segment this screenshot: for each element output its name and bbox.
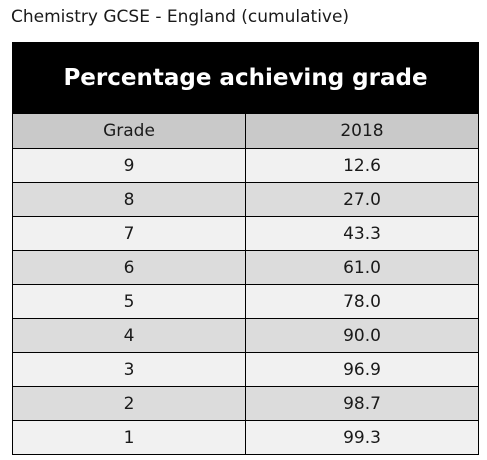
percentage-cell: 43.3	[245, 216, 479, 251]
grade-cell: 8	[12, 182, 246, 217]
grade-cell: 9	[12, 148, 246, 183]
grade-cell: 4	[12, 318, 246, 353]
table-row: 9 12.6	[12, 148, 479, 183]
column-header-grade: Grade	[12, 113, 246, 149]
percentage-cell: 61.0	[245, 250, 479, 285]
table-title: Percentage achieving grade	[12, 42, 479, 114]
table-banner-row: Percentage achieving grade	[12, 42, 479, 114]
grade-cell: 5	[12, 284, 246, 319]
table-row: 1 99.3	[12, 420, 479, 455]
column-header-row: Grade 2018	[12, 113, 479, 149]
table-row: 7 43.3	[12, 216, 479, 251]
percentage-cell: 99.3	[245, 420, 479, 455]
percentage-cell: 12.6	[245, 148, 479, 183]
table-row: 3 96.9	[12, 352, 479, 387]
grade-cell: 3	[12, 352, 246, 387]
grade-cell: 2	[12, 386, 246, 421]
table-row: 5 78.0	[12, 284, 479, 319]
percentage-cell: 78.0	[245, 284, 479, 319]
grade-cell: 6	[12, 250, 246, 285]
table-row: 8 27.0	[12, 182, 479, 217]
percentage-cell: 98.7	[245, 386, 479, 421]
table-row: 4 90.0	[12, 318, 479, 353]
percentage-cell: 90.0	[245, 318, 479, 353]
percentage-cell: 96.9	[245, 352, 479, 387]
table-row: 6 61.0	[12, 250, 479, 285]
page-title: Chemistry GCSE - England (cumulative)	[11, 7, 350, 27]
grade-cell: 7	[12, 216, 246, 251]
grade-cell: 1	[12, 420, 246, 455]
column-header-year: 2018	[245, 113, 479, 149]
table-row: 2 98.7	[12, 386, 479, 421]
percentage-cell: 27.0	[245, 182, 479, 217]
